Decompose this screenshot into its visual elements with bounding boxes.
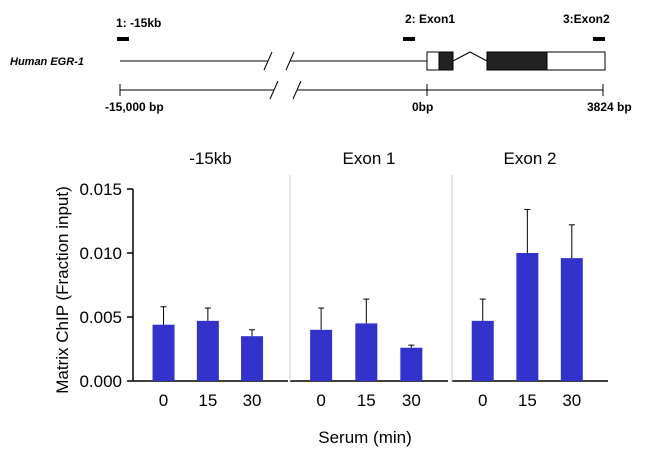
bar	[400, 347, 423, 381]
scale-label-left: -15,000 bp	[105, 100, 164, 114]
bar	[471, 320, 494, 381]
gene-map: 1: -15kb 2: Exon1 3:Exon2 Human EGR-1 -1…	[10, 12, 632, 114]
bar-chart: Matrix ChIP (Fraction input) Serum (min)…	[53, 149, 608, 447]
intron	[452, 51, 488, 62]
y-tick-label: 0.010	[79, 244, 122, 263]
x-tick-label: 30	[562, 391, 581, 410]
x-tick-label: 15	[198, 391, 217, 410]
primer-label-3: 3:Exon2	[563, 12, 610, 26]
scale-break-mark-1	[269, 80, 279, 100]
exon2-utr	[546, 51, 606, 71]
chart-marks: 0.000 0.005 0.010 0.015 -15kb 0 15 30 Exon 1 0 15 3…	[79, 149, 608, 410]
scale-label-zero: 0bp	[412, 100, 433, 114]
gene-break-mark-2	[285, 51, 295, 71]
primer-marker-2	[403, 37, 415, 41]
exon1-utr	[426, 51, 440, 71]
x-tick-label: 0	[159, 391, 168, 410]
y-tick-label: 0.015	[79, 180, 122, 199]
primer-label-1: 1: -15kb	[116, 16, 161, 30]
x-tick-label: 15	[357, 391, 376, 410]
panel-title: Exon 2	[504, 149, 557, 168]
scale-label-right: 3824 bp	[587, 100, 632, 114]
bar	[152, 324, 175, 381]
exon2-coding	[486, 51, 548, 71]
panel-title: Exon 1	[343, 149, 396, 168]
primer-label-2: 2: Exon1	[405, 12, 455, 26]
bar	[196, 320, 219, 381]
y-tick-label: 0.000	[79, 372, 122, 391]
gene-label: Human EGR-1	[10, 56, 84, 68]
x-tick-label: 0	[316, 391, 325, 410]
bar	[516, 253, 539, 381]
y-tick-label: 0.005	[79, 308, 122, 327]
x-tick-label: 30	[402, 391, 421, 410]
x-tick-label: 15	[518, 391, 537, 410]
gene-break-mark-1	[263, 51, 273, 71]
x-tick-label: 30	[243, 391, 262, 410]
scale-break-mark-2	[292, 80, 302, 100]
exon1-coding	[438, 51, 454, 71]
bar	[560, 258, 583, 381]
y-axis-label: Matrix ChIP (Fraction input)	[53, 186, 72, 394]
x-tick-label: 0	[478, 391, 487, 410]
bar	[310, 329, 333, 381]
bar	[241, 336, 264, 381]
panel-title: -15kb	[189, 149, 232, 168]
primer-marker-3	[593, 37, 605, 41]
x-axis-label: Serum (min)	[318, 428, 412, 447]
primer-marker-1	[117, 37, 129, 41]
bar	[355, 323, 378, 381]
